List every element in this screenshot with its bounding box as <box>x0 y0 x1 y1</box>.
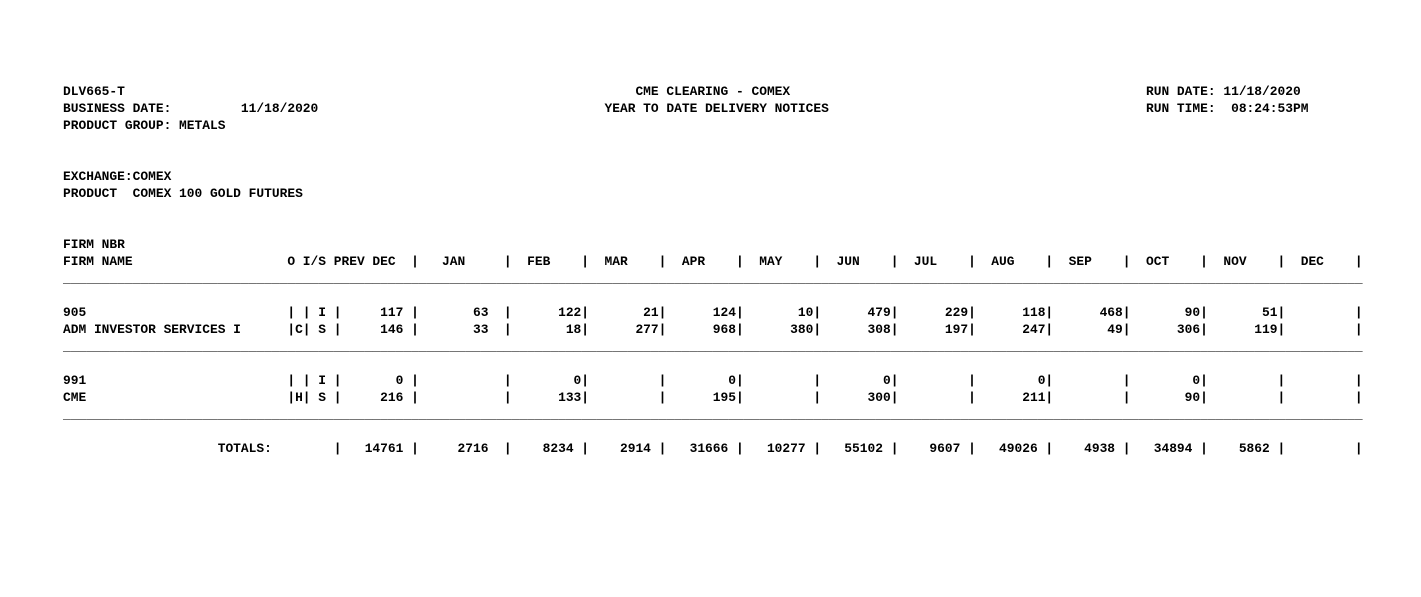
blank-line <box>63 423 1363 440</box>
exchange-line: EXCHANGE:COMEX <box>63 169 172 184</box>
report-id-title-rundate-line: DLV665-T CME CLEARING - COMEX RUN DATE: … <box>63 84 1301 99</box>
blank-line <box>63 134 1363 151</box>
separator-line: ________________________________________… <box>63 339 1363 354</box>
firm-991-stopped-line: CME |H| S | 216 | | 133| | 195| | 300| |… <box>63 390 1363 405</box>
separator-line: ________________________________________… <box>63 407 1363 422</box>
totals-line: TOTALS: | 14761 | 2716 | 8234 | 2914 | 3… <box>63 441 1363 456</box>
blank-line <box>63 219 1363 236</box>
blank-line <box>63 287 1363 304</box>
column-header-line: FIRM NAME O I/S PREV DEC | JAN | FEB | M… <box>63 254 1363 269</box>
firm-nbr-header-line: FIRM NBR <box>63 237 125 252</box>
firm-991-issued-line: 991 | | I | 0 | | 0| | 0| | 0| | 0| | 0|… <box>63 373 1363 388</box>
business-date-subtitle-runtime-line: BUSINESS DATE: 11/18/2020 YEAR TO DATE D… <box>63 101 1309 116</box>
firm-905-stopped-line: ADM INVESTOR SERVICES I |C| S | 146 | 33… <box>63 322 1363 337</box>
blank-line <box>63 151 1363 168</box>
separator-line: ________________________________________… <box>63 271 1363 286</box>
product-line: PRODUCT COMEX 100 GOLD FUTURES <box>63 186 303 201</box>
blank-line <box>63 202 1363 219</box>
firm-905-issued-line: 905 | | I | 117 | 63 | 122| 21| 124| 10|… <box>63 305 1363 320</box>
product-group-line: PRODUCT GROUP: METALS <box>63 118 226 133</box>
blank-line <box>63 355 1363 372</box>
delivery-notices-report: DLV665-T CME CLEARING - COMEX RUN DATE: … <box>63 83 1363 457</box>
